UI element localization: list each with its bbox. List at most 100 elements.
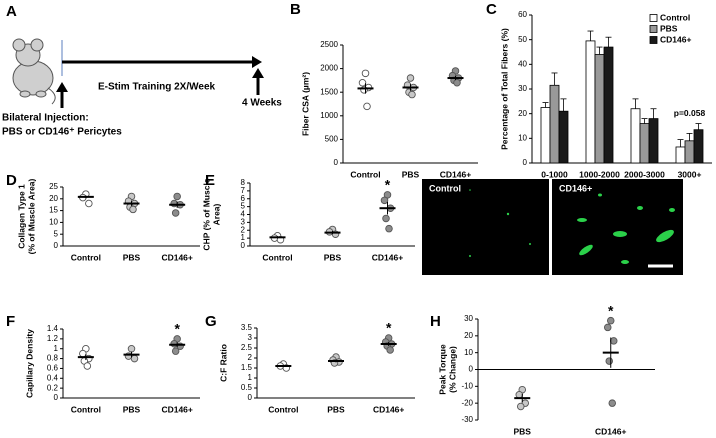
data-point — [610, 337, 618, 345]
data-point — [386, 346, 394, 354]
y-tick-label: 500 — [325, 135, 339, 144]
y-tick-label: 2500 — [320, 40, 338, 49]
y-tick-label: 0.2 — [47, 383, 59, 392]
stain-spots — [469, 189, 675, 264]
y-tick-label: 5 — [54, 229, 59, 238]
data-point — [129, 205, 137, 214]
micrograph-label: Control — [429, 183, 461, 193]
legend-label: CD146+ — [660, 34, 691, 44]
y-tick-label: 0 — [248, 393, 253, 402]
x-tick-label: PBS — [402, 169, 420, 179]
x-tick-label: 2000-3000 — [624, 169, 665, 179]
x-tick-label: 3000+ — [678, 169, 702, 179]
y-tick-label: 10 — [518, 133, 527, 142]
x-tick-label: Control — [71, 252, 101, 262]
y-tick-label: 0 — [469, 365, 474, 374]
injection-title: Bilateral Injection: — [2, 113, 89, 124]
bar — [630, 108, 641, 164]
data-point — [608, 399, 617, 407]
panel-label: F — [6, 313, 15, 330]
y-tick-label: 6 — [241, 194, 246, 203]
y-tick-label: 20 — [49, 194, 58, 203]
y-tick-label: 0.5 — [241, 383, 253, 392]
significance-marker: * — [385, 177, 391, 193]
y-tick-label: 15 — [49, 206, 58, 215]
y-tick-label: 0 — [54, 241, 59, 250]
panel-label: C — [486, 1, 497, 18]
x-tick-label: PBS — [123, 252, 141, 262]
x-tick-label: CD146+ — [595, 426, 626, 436]
legend-swatch — [649, 25, 658, 33]
data-point — [515, 391, 524, 399]
data-point — [453, 79, 461, 87]
panel-label: G — [205, 313, 217, 330]
legend-swatch — [649, 36, 658, 44]
y-tick-label: 1.5 — [241, 363, 253, 372]
bar — [603, 46, 614, 164]
x-tick-label: PBS — [327, 404, 345, 414]
panel-label: E — [205, 172, 215, 189]
data-point — [171, 347, 180, 355]
micrograph — [422, 179, 549, 275]
y-tick-label: 2 — [248, 353, 253, 362]
legend-label: PBS — [660, 23, 678, 33]
training-text: E-Stim Training 2X/Week — [98, 82, 216, 93]
chart-panel: F Capillary Density 00.20.40.60.811.21.4 Co… — [6, 313, 200, 414]
data-point — [361, 69, 370, 78]
bar — [558, 110, 569, 164]
x-tick-label: CD146+ — [161, 404, 192, 414]
x-tick-label: CD146+ — [373, 404, 404, 414]
x-tick-label: Control — [71, 404, 101, 414]
panel-label: A — [6, 3, 17, 20]
y-tick-label: 50 — [518, 35, 527, 44]
y-axis-label: Percentage of Total Fibers (%) — [499, 28, 509, 150]
x-tick-label: 0-1000 — [541, 169, 568, 179]
y-axis-label: Fiber CSA (µm²) — [300, 72, 310, 136]
data-point — [607, 316, 615, 325]
y-tick-label: 20 — [518, 109, 527, 118]
y-tick-label: 0.8 — [47, 354, 59, 363]
y-tick-label: 3.5 — [241, 323, 253, 332]
y-tick-label: 7 — [241, 186, 246, 195]
bar — [540, 107, 551, 164]
x-tick-label: PBS — [514, 426, 532, 436]
chart-panel: G C:F Ratio 00.511.522.533.5 Control PBS CD14… — [205, 313, 415, 414]
y-tick-label: 0 — [334, 158, 339, 167]
chart-panel: B Fiber CSA (µm²) 0 500 1000 1500 2000 2500 Cont… — [290, 1, 478, 179]
y-tick-label: 1 — [241, 233, 246, 242]
data-point — [380, 196, 389, 205]
data-point — [171, 209, 180, 217]
y-tick-label: -20 — [461, 398, 473, 407]
arrow-head — [252, 68, 264, 78]
micrograph — [552, 179, 683, 275]
bar — [594, 54, 605, 164]
x-tick-label: PBS — [324, 252, 342, 262]
y-tick-label: 60 — [518, 10, 527, 19]
data-point — [406, 74, 415, 82]
y-tick-label: 0.4 — [47, 373, 59, 382]
x-tick-label: Control — [262, 252, 292, 262]
y-axis-label: Peak Torque — [437, 344, 447, 395]
y-tick-label: 3 — [241, 217, 246, 226]
significance-marker: * — [386, 320, 392, 336]
legend-swatch — [649, 14, 658, 22]
data-point — [170, 199, 178, 208]
y-tick-label: -30 — [461, 415, 473, 424]
y-tick-label: 30 — [464, 314, 473, 323]
y-axis-label: C:F Ratio — [218, 344, 228, 382]
y-tick-label: 1 — [248, 373, 253, 382]
y-tick-label: 3 — [248, 333, 253, 342]
y-axis-label: Area) — [211, 203, 221, 225]
y-axis-label: (% of Muscle Area) — [26, 178, 36, 254]
injection-text: PBS or CD146⁺ Pericytes — [2, 127, 122, 138]
y-tick-label: 20 — [464, 331, 473, 340]
y-tick-label: 1500 — [320, 87, 338, 96]
bar — [648, 118, 659, 164]
x-tick-label: Control — [350, 169, 380, 179]
x-tick-label: CD146+ — [372, 252, 403, 262]
y-tick-label: 10 — [464, 348, 473, 357]
